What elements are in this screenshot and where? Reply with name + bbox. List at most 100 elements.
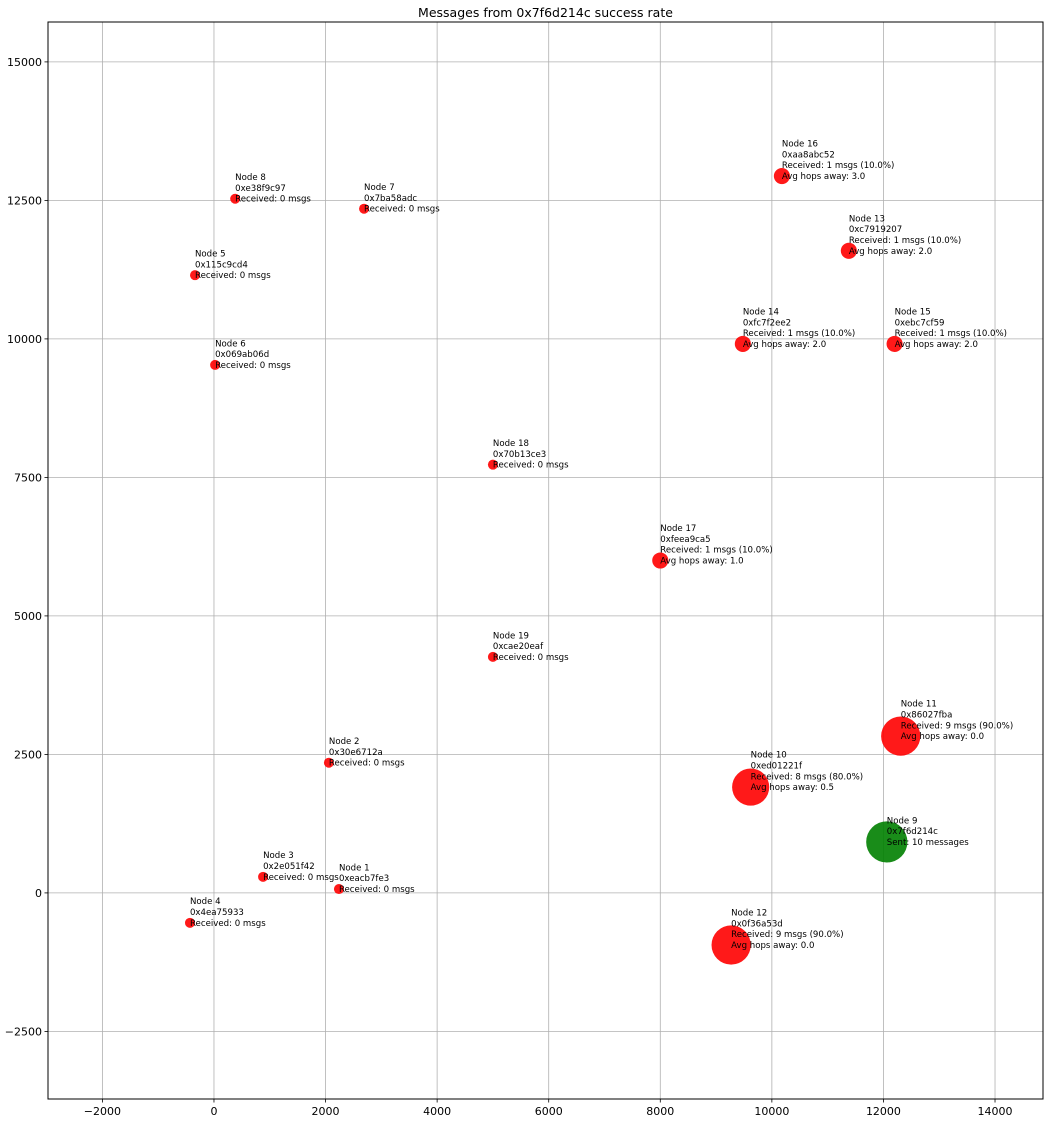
data-point-node-9 — [866, 821, 908, 863]
data-point-node-18 — [487, 459, 498, 470]
annotation-line: Received: 1 msgs (10.0%) — [782, 161, 894, 171]
annotation-line: Received: 0 msgs — [263, 873, 339, 883]
x-tick-label: 10000 — [754, 1105, 789, 1118]
x-tick-label: 4000 — [423, 1105, 451, 1118]
annotation-line: Node 11 — [901, 700, 937, 710]
annotation-line: Node 10 — [751, 751, 787, 761]
annotation-line: Node 12 — [731, 909, 767, 919]
annotation-line: 0xe38f9c97 — [235, 184, 286, 194]
annotation-line: Node 3 — [263, 851, 294, 861]
y-tick-label: 12500 — [7, 194, 42, 207]
annotation-line: 0xcae20eaf — [493, 642, 544, 652]
data-point-node-10 — [732, 768, 770, 806]
data-point-node-14 — [734, 335, 751, 352]
annotation-line: Node 14 — [743, 307, 779, 317]
data-point-node-11 — [881, 716, 921, 756]
annotation-line: 0x7ba58adc — [364, 194, 417, 204]
data-point-node-7 — [359, 203, 370, 214]
annotation-line: 0xfeea9ca5 — [660, 535, 710, 545]
annotation-line: 0xed01221f — [751, 761, 803, 771]
annotation-line: Node 4 — [190, 897, 221, 907]
annotation-line: Avg hops away: 0.0 — [731, 941, 814, 951]
x-tick-label: 2000 — [312, 1105, 340, 1118]
data-point-node-15 — [886, 335, 903, 352]
grid — [48, 22, 1043, 1099]
annotation-line: Node 5 — [195, 250, 226, 260]
annotation-line: Avg hops away: 2.0 — [849, 247, 932, 257]
annotation-line: 0x115c9cd4 — [195, 260, 248, 270]
annotation-line: Node 9 — [887, 816, 918, 826]
data-point-node-4 — [184, 917, 195, 928]
annotation-line: Received: 0 msgs — [364, 205, 440, 215]
annotation-line: Received: 0 msgs — [190, 919, 266, 929]
annotation-line: 0x86027fba — [901, 711, 953, 721]
annotation-line: 0xaa8abc52 — [782, 150, 835, 160]
data-point-node-6 — [210, 359, 221, 370]
data-point-node-2 — [323, 757, 334, 768]
annotation-line: 0xeacb7fe3 — [339, 874, 389, 884]
annotation-line: Received: 9 msgs (90.0%) — [731, 930, 843, 940]
data-point-node-17 — [652, 552, 669, 569]
y-axis: −2500 0 2500 5000 7500 10000 12500 15000 — [5, 56, 48, 1038]
annotation-line: Node 7 — [364, 183, 395, 193]
annotation-line: Received: 8 msgs (80.0%) — [751, 772, 863, 782]
annotation-line: Avg hops away: 0.0 — [901, 732, 984, 742]
annotation-line: Node 19 — [493, 631, 529, 641]
annotation-line: Received: 1 msgs (10.0%) — [895, 329, 1007, 339]
y-tick-label: 0 — [35, 887, 42, 900]
annotation-line: 0x4ea75933 — [190, 908, 244, 918]
annotation-line: Node 8 — [235, 173, 266, 183]
x-tick-label: 8000 — [646, 1105, 674, 1118]
plot-frame — [47, 21, 1044, 1100]
annotation-line: Received: 9 msgs (90.0%) — [901, 721, 1013, 731]
y-tick-label: 5000 — [14, 610, 42, 623]
annotation-line: Node 1 — [339, 863, 370, 873]
chart-title: Messages from 0x7f6d214c success rate — [418, 5, 673, 20]
annotation-line: Received: 0 msgs — [493, 461, 569, 471]
annotation-line: 0xebc7cf59 — [895, 318, 945, 328]
annotation-line: 0x069ab06d — [215, 350, 269, 360]
annotation-line: Received: 0 msgs — [493, 653, 569, 663]
annotation-line: Sent: 10 messages — [887, 838, 969, 848]
annotation-line: 0x30e6712a — [329, 748, 383, 758]
data-point-node-1 — [333, 884, 344, 895]
annotation-line: Node 6 — [215, 339, 246, 349]
y-tick-label: 15000 — [7, 56, 42, 69]
annotation-line: Avg hops away: 0.5 — [751, 783, 834, 793]
x-tick-label: 12000 — [866, 1105, 901, 1118]
annotation-line: Received: 1 msgs (10.0%) — [660, 546, 772, 556]
data-point-node-12 — [711, 925, 751, 965]
annotation-line: Received: 0 msgs — [195, 271, 271, 281]
annotation-line: Node 18 — [493, 439, 529, 449]
y-tick-label: 2500 — [14, 748, 42, 761]
annotation-line: 0x70b13ce3 — [493, 450, 546, 460]
annotation-line: 0x7f6d214c — [887, 827, 938, 837]
data-point-node-19 — [487, 651, 498, 662]
annotation-line: Avg hops away: 3.0 — [782, 172, 865, 182]
data-point-node-5 — [190, 270, 201, 281]
annotation-line: Avg hops away: 2.0 — [895, 340, 978, 350]
data-point-node-13 — [840, 242, 857, 259]
x-tick-label: 14000 — [978, 1105, 1013, 1118]
annotation-line: Node 17 — [660, 524, 696, 534]
x-axis: −2000 0 2000 4000 6000 8000 10000 12000 14000 — [84, 1099, 1013, 1118]
annotation-line: Received: 0 msgs — [339, 885, 415, 895]
annotation-line: Node 2 — [329, 737, 360, 747]
